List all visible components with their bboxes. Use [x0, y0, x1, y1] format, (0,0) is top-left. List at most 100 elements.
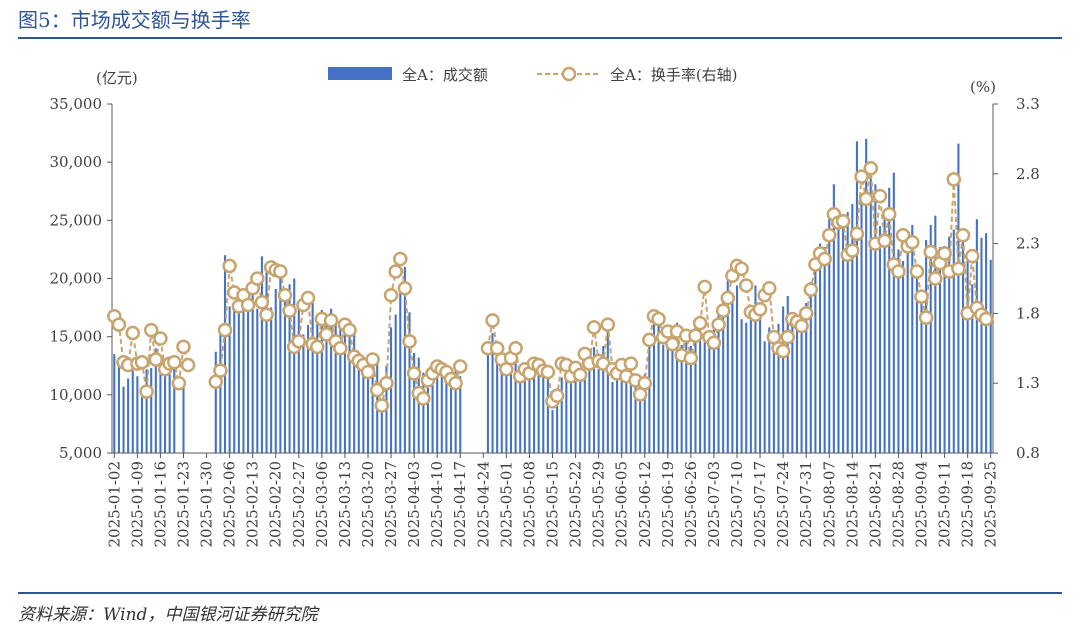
turnover-rate-point	[651, 311, 666, 327]
turnover-bar	[565, 372, 568, 453]
turnover-bar	[403, 266, 406, 453]
legend-line-label: 全A：换手率(右轴)	[610, 66, 738, 84]
x-tick-label: 2025-01-09	[128, 461, 146, 547]
x-tick-label: 2025-05-01	[497, 461, 515, 547]
turnover-rate-point	[508, 341, 523, 356]
turnover-bar	[902, 261, 905, 453]
turnover-rate-point	[849, 226, 865, 242]
turnover-bar	[865, 138, 868, 453]
turnover-bar	[168, 373, 171, 453]
turnover-bar	[117, 358, 120, 453]
turnover-bar	[431, 375, 434, 453]
turnover-bar	[164, 376, 167, 453]
turnover-rate-point	[379, 375, 394, 391]
turnover-bar	[228, 306, 231, 453]
turnover-bar	[496, 352, 499, 453]
turnover-bar	[445, 371, 448, 453]
right-tick-label: 1.3	[1016, 374, 1040, 392]
turnover-bar	[722, 297, 725, 453]
turnover-bar	[288, 284, 291, 453]
turnover-bar	[440, 370, 443, 453]
turnover-rate-point	[333, 341, 348, 356]
turnover-rate-point	[665, 336, 680, 352]
turnover-rate-point	[448, 375, 463, 391]
left-axis-unit: (亿元)	[96, 69, 138, 87]
turnover-bar	[514, 343, 517, 453]
legend-bar-label: 全A：成交额	[402, 66, 488, 84]
turnover-bar	[961, 236, 965, 453]
right-tick-label: 3.3	[1016, 95, 1040, 113]
x-tick-label: 2025-08-14	[843, 461, 861, 547]
turnover-bar	[173, 363, 176, 453]
turnover-bar	[357, 357, 360, 453]
turnover-bar	[528, 361, 531, 453]
turnover-bar	[279, 268, 282, 453]
x-tick-label: 2025-03-27	[382, 461, 400, 547]
x-tick-label: 2025-06-05	[613, 461, 631, 547]
x-tick-label: 2025-08-28	[889, 461, 907, 547]
turnover-rate-point	[946, 172, 962, 187]
turnover-rate-point	[780, 329, 795, 345]
legend-bar-swatch	[328, 67, 392, 80]
x-tick-label: 2025-09-18	[959, 461, 977, 547]
turnover-rate-point	[153, 331, 168, 346]
x-tick-label: 2025-07-03	[705, 461, 723, 547]
right-axis-unit: (%)	[970, 78, 996, 96]
turnover-rate-point	[877, 233, 892, 249]
turnover-rate-point	[176, 339, 191, 355]
left-tick-label: 25,000	[50, 211, 103, 229]
turnover-bar	[154, 348, 157, 453]
turnover-bar	[131, 370, 134, 453]
turnover-rate-point	[918, 310, 934, 325]
turnover-rate-point	[863, 160, 879, 176]
turnover-bar	[712, 327, 715, 453]
turnover-bar	[777, 323, 780, 453]
turnover-bar	[772, 343, 775, 453]
turnover-rate-point	[217, 322, 233, 338]
turnover-bar	[320, 309, 323, 453]
turnover-rate-point	[222, 258, 237, 274]
turnover-rate-point	[111, 317, 127, 332]
turnover-rate-point	[683, 350, 699, 366]
turnover-bar	[699, 315, 702, 453]
turnover-bar	[800, 308, 803, 453]
turnover-rate-point	[835, 214, 851, 229]
turnover-bar	[906, 250, 909, 453]
turnover-rate-point	[572, 367, 588, 383]
figure-title: 图5：市场成交额与换手率	[18, 8, 251, 32]
turnover-bar	[136, 376, 139, 453]
turnover-bar	[362, 363, 365, 453]
turnover-rate-point	[909, 264, 925, 279]
turnover-rate-point	[125, 325, 141, 341]
x-tick-label: 2025-03-20	[359, 461, 377, 547]
turnover-bar	[306, 325, 310, 453]
turnover-rate-point	[139, 384, 154, 399]
turnover-bar	[911, 224, 914, 453]
turnover-rate-point	[213, 363, 228, 378]
turnover-bar	[569, 382, 572, 453]
turnover-bar	[297, 305, 300, 453]
x-tick-label: 2025-06-26	[682, 461, 700, 547]
turnover-bar	[459, 376, 462, 453]
turnover-bar	[837, 223, 840, 453]
x-tick-label: 2025-08-21	[866, 461, 884, 547]
turnover-bar	[689, 345, 692, 453]
turnover-bar	[413, 352, 416, 453]
x-tick-label: 2025-02-20	[267, 461, 285, 547]
turnover-bar	[643, 373, 646, 453]
turnover-bar	[634, 375, 637, 453]
turnover-bar	[703, 340, 706, 453]
x-tick-label: 2025-05-15	[544, 461, 562, 547]
turnover-bar	[454, 368, 457, 453]
turnover-bar	[588, 368, 591, 453]
x-tick-label: 2025-01-02	[105, 461, 123, 547]
turnover-bar	[943, 245, 946, 453]
turnover-bar	[823, 247, 826, 453]
right-tick-label: 2.3	[1016, 235, 1040, 253]
turnover-rate-point	[891, 264, 906, 279]
turnover-bar	[223, 255, 227, 453]
right-tick-label: 2.8	[1016, 165, 1040, 183]
turnover-bar	[745, 322, 748, 453]
turnover-rate-point	[143, 322, 159, 338]
turnover-bar	[251, 278, 254, 453]
